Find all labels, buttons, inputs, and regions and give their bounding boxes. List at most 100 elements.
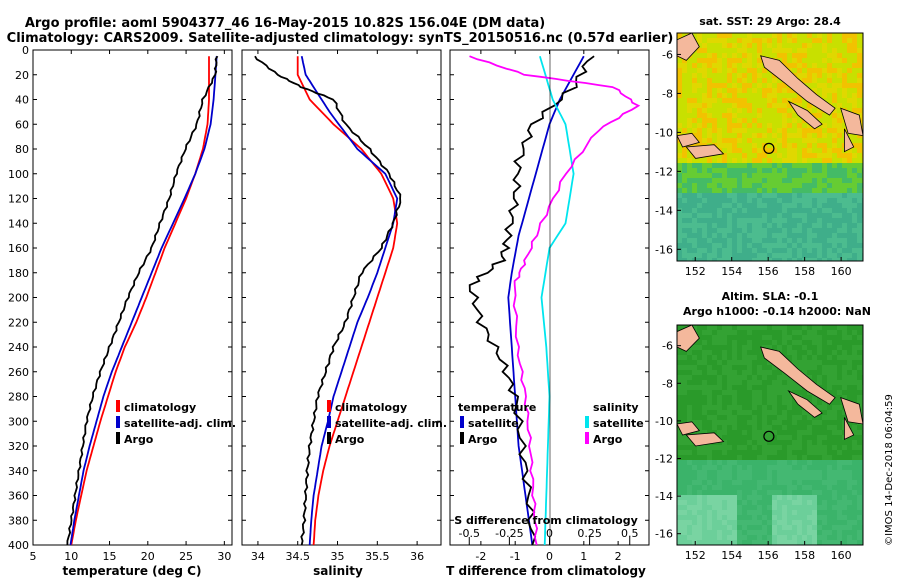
grid-cell xyxy=(707,193,712,198)
grid-cell xyxy=(762,213,767,218)
grid-cell xyxy=(717,370,722,375)
depth-tick-label: 60 xyxy=(15,118,29,131)
grid-cell xyxy=(757,460,762,465)
grid-cell xyxy=(747,440,752,445)
grid-cell xyxy=(807,213,812,218)
grid-cell xyxy=(782,243,787,248)
grid-cell xyxy=(822,450,827,455)
grid-cell xyxy=(737,38,742,43)
grid-cell xyxy=(827,248,832,253)
grid-cell xyxy=(797,143,802,148)
grid-cell xyxy=(697,525,702,530)
grid-cell xyxy=(687,445,692,450)
grid-cell xyxy=(682,158,687,163)
grid-cell xyxy=(757,525,762,530)
grid-cell xyxy=(692,325,697,330)
grid-cell xyxy=(852,370,857,375)
grid-cell xyxy=(732,525,737,530)
grid-cell xyxy=(762,183,767,188)
grid-cell xyxy=(777,325,782,330)
grid-cell xyxy=(807,183,812,188)
grid-cell xyxy=(727,330,732,335)
grid-cell xyxy=(757,355,762,360)
grid-cell xyxy=(772,345,777,350)
grid-cell xyxy=(802,410,807,415)
grid-cell xyxy=(772,158,777,163)
grid-cell xyxy=(787,48,792,53)
lon-tick-label: 160 xyxy=(831,265,852,278)
grid-cell xyxy=(732,505,737,510)
grid-cell xyxy=(807,108,812,113)
grid-cell xyxy=(847,480,852,485)
grid-cell xyxy=(772,233,777,238)
grid-cell xyxy=(822,148,827,153)
grid-cell xyxy=(847,455,852,460)
grid-cell xyxy=(772,108,777,113)
grid-cell xyxy=(717,450,722,455)
grid-cell xyxy=(837,103,842,108)
grid-cell xyxy=(802,63,807,68)
grid-cell xyxy=(732,365,737,370)
grid-cell xyxy=(832,480,837,485)
grid-cell xyxy=(772,405,777,410)
grid-cell xyxy=(732,208,737,213)
grid-cell xyxy=(767,183,772,188)
grid-cell xyxy=(772,198,777,203)
grid-cell xyxy=(797,335,802,340)
grid-cell xyxy=(827,203,832,208)
grid-cell xyxy=(782,173,787,178)
grid-cell xyxy=(837,535,842,540)
grid-cell xyxy=(817,168,822,173)
grid-cell xyxy=(792,43,797,48)
grid-cell xyxy=(792,188,797,193)
grid-cell xyxy=(812,340,817,345)
grid-cell xyxy=(677,430,682,435)
grid-cell xyxy=(742,198,747,203)
grid-cell xyxy=(692,178,697,183)
grid-cell xyxy=(852,540,857,545)
grid-cell xyxy=(777,345,782,350)
grid-cell xyxy=(772,335,777,340)
grid-cell xyxy=(812,335,817,340)
grid-cell xyxy=(757,43,762,48)
grid-cell xyxy=(747,405,752,410)
grid-cell xyxy=(737,58,742,63)
grid-cell xyxy=(717,138,722,143)
grid-cell xyxy=(842,38,847,43)
grid-cell xyxy=(807,38,812,43)
grid-cell xyxy=(822,88,827,93)
grid-cell xyxy=(692,430,697,435)
grid-cell xyxy=(732,510,737,515)
grid-cell xyxy=(702,238,707,243)
grid-cell xyxy=(707,500,712,505)
grid-cell xyxy=(747,465,752,470)
grid-cell xyxy=(792,153,797,158)
grid-cell xyxy=(807,415,812,420)
grid-cell xyxy=(797,350,802,355)
grid-cell xyxy=(847,133,852,138)
grid-cell xyxy=(752,340,757,345)
grid-cell xyxy=(687,530,692,535)
grid-cell xyxy=(712,345,717,350)
grid-cell xyxy=(777,425,782,430)
grid-cell xyxy=(832,133,837,138)
grid-cell xyxy=(712,258,717,261)
grid-cell xyxy=(702,223,707,228)
grid-cell xyxy=(797,183,802,188)
grid-cell xyxy=(762,455,767,460)
grid-cell xyxy=(817,500,822,505)
grid-cell xyxy=(727,340,732,345)
grid-cell xyxy=(752,535,757,540)
grid-cell xyxy=(757,193,762,198)
grid-cell xyxy=(837,43,842,48)
grid-cell xyxy=(802,138,807,143)
grid-cell xyxy=(812,233,817,238)
grid-cell xyxy=(807,505,812,510)
grid-cell xyxy=(792,465,797,470)
grid-cell xyxy=(847,510,852,515)
grid-cell xyxy=(737,390,742,395)
grid-cell xyxy=(702,535,707,540)
salinity-legend: climatology satellite-adj. clim. Argo xyxy=(327,400,447,446)
grid-cell xyxy=(772,33,777,38)
grid-cell xyxy=(842,53,847,58)
